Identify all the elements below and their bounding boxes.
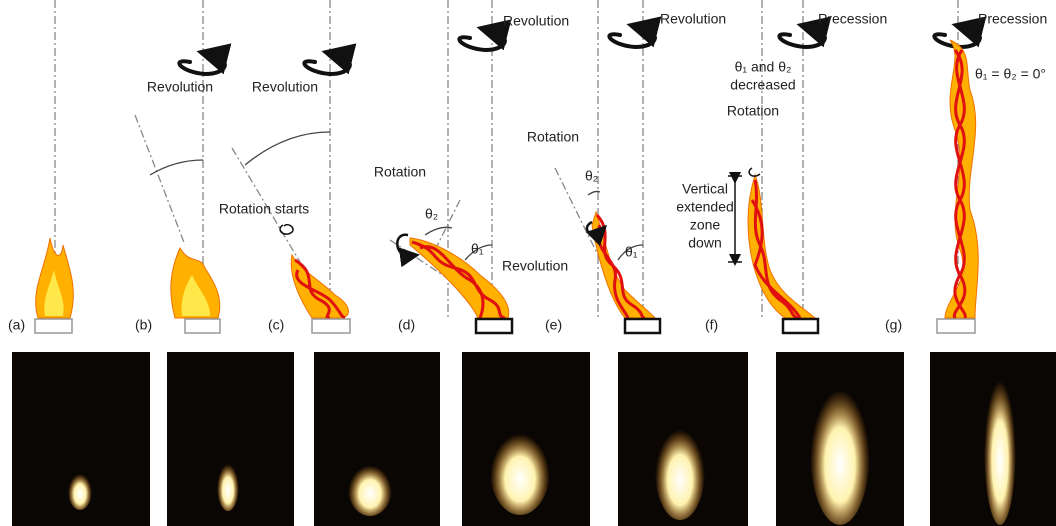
panel-d: (d) Revolution Rotation θ₂ θ₁ Revolution [374,0,569,333]
annotation: Rotation [727,103,779,119]
annotation: θ₁ = θ₂ = 0° [975,66,1046,82]
annotation: Precession [818,11,887,27]
annotation: Rotation [374,164,426,180]
annotation: Rotation starts [219,201,309,217]
annotation: θ₁ [471,241,484,257]
photo-flame [348,460,392,516]
photo-flame [810,375,870,525]
annotation: θ₂ [585,168,598,184]
photo-flame [217,459,239,511]
panel-b: (b) Revolution [135,0,225,333]
annotation: down [688,235,721,251]
annotation: Precession [978,11,1047,27]
photo-flame [984,365,1016,525]
annotation: θ₂ [425,206,438,222]
panel-g: (g) Precession θ₁ = θ₂ = 0° [885,0,1047,333]
photo-row [12,352,1056,526]
annotation: Revolution [660,11,726,27]
annotation: Revolution [503,13,569,29]
annotation: Revolution [147,79,213,95]
photo-flame [68,470,92,510]
annotation: zone [690,217,721,233]
panel-label: (e) [545,317,562,333]
annotation: extended [676,199,734,215]
annotation: Revolution [502,258,568,274]
annotation: Rotation [527,129,579,145]
photo-flame [490,425,550,515]
panel-label: (f) [705,317,718,333]
panel-e: (e) Revolution Rotation θ₂ θ₁ [527,0,726,333]
annotation: Vertical [682,181,728,197]
panel-a: (a) [8,0,73,333]
annotation: decreased [730,77,795,93]
figure: (a) (b) Revolution (c) Revolution Rotati… [0,0,1056,526]
panel-c: (c) Revolution Rotation starts [219,0,350,333]
annotation: Revolution [252,79,318,95]
annotation: θ₁ and θ₂ [735,59,792,75]
photo-flame [655,420,705,520]
panel-label: (g) [885,317,902,333]
panel-f: (f) Precession θ₁ and θ₂ decreased Rotat… [676,0,887,333]
panel-label: (b) [135,317,152,333]
panel-label: (a) [8,317,25,333]
panel-label: (d) [398,317,415,333]
annotation: θ₁ [625,244,638,260]
panel-label: (c) [268,317,284,333]
